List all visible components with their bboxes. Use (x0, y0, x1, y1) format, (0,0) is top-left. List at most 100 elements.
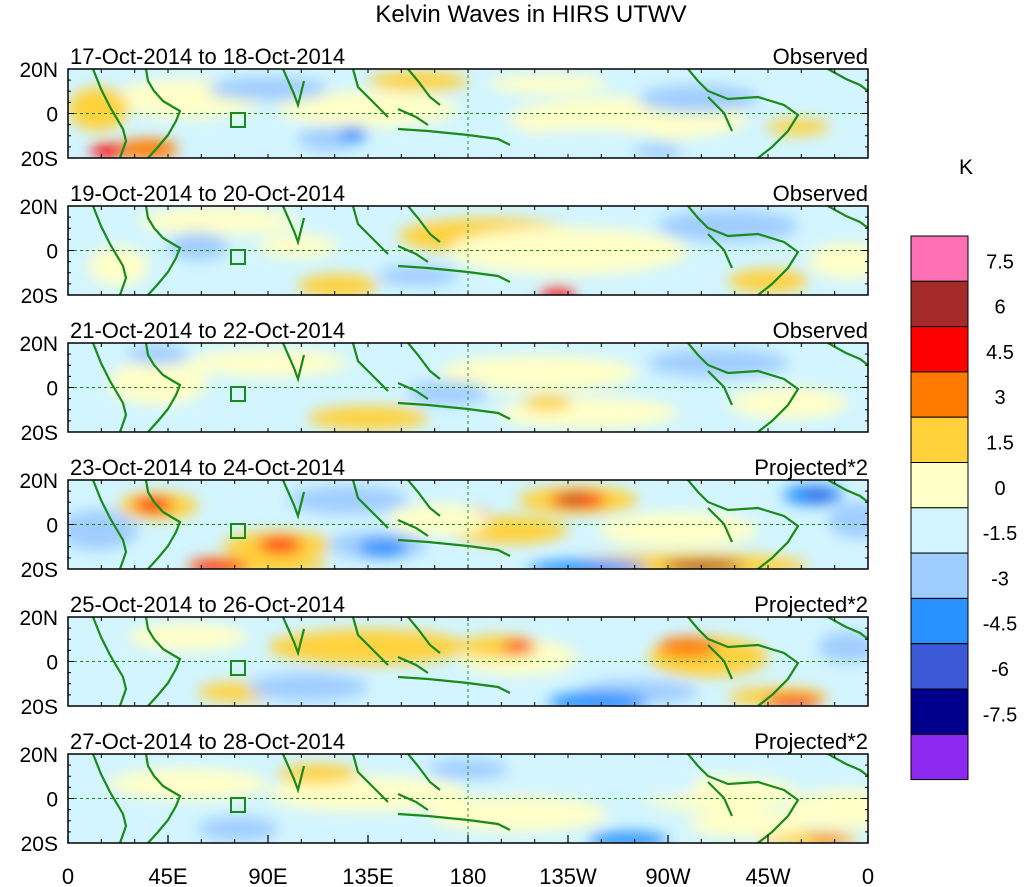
anomaly-contour (108, 361, 208, 405)
anomaly-contour (198, 817, 278, 841)
lon-tick-label: 135E (342, 864, 393, 887)
anomaly-contour (808, 243, 868, 279)
lat-tick-label: 20S (21, 559, 58, 582)
panel-date-range: 17-Oct-2014 to 18-Oct-2014 (70, 44, 345, 69)
coastlines (91, 206, 868, 295)
colorbar-tick-label: 7.5 (986, 251, 1014, 273)
lat-tick-label: 20S (21, 696, 58, 719)
longitude-axis: 0 45E 90E 135E 180 135W 90W 45W 0 (62, 835, 874, 887)
panel-date-range: 23-Oct-2014 to 24-Oct-2014 (70, 455, 345, 480)
map-panel: 23-Oct-2014 to 24-Oct-2014 Projected*2 20N… (19, 455, 869, 582)
anomaly-contour (88, 246, 148, 286)
anomaly-contour (388, 504, 488, 536)
panel-mode-label: Observed (773, 318, 868, 343)
coastlines (91, 480, 868, 569)
colorbar-unit: K (959, 156, 973, 179)
anomaly-contour (828, 502, 868, 538)
anomaly-contour (168, 232, 228, 260)
colorbar-swatch (910, 416, 969, 464)
anomaly-contour (298, 274, 378, 295)
colorbar-tick-label: -1.5 (983, 523, 1017, 545)
map-panel: 21-Oct-2014 to 22-Oct-2014 Observed 20N 0 20… (19, 318, 869, 445)
lon-tick-label: 90W (645, 864, 690, 887)
anomaly-contour (278, 764, 358, 784)
anomaly-contour (634, 143, 682, 158)
lon-tick-label: 135W (539, 864, 597, 887)
anomaly-contour (548, 692, 648, 706)
anomaly-contour (658, 637, 718, 657)
colorbar-swatch (910, 643, 969, 690)
lat-tick-label: 20N (19, 333, 58, 356)
anomaly-contour (508, 130, 668, 158)
anomaly-contour (788, 789, 868, 829)
panel-date-range: 25-Oct-2014 to 26-Oct-2014 (70, 592, 345, 617)
lat-tick-label: 20N (19, 607, 58, 630)
anomaly-contour (598, 512, 758, 548)
anomaly-contour (118, 139, 178, 158)
panel-date-range: 21-Oct-2014 to 22-Oct-2014 (70, 318, 345, 343)
lat-tick-label: 20N (19, 470, 58, 493)
coastlines (91, 754, 868, 843)
colorbar-tick-label: -7.5 (983, 704, 1017, 726)
colorbar-tick-label: 1.5 (986, 433, 1014, 455)
colorbar-swatch (910, 552, 969, 599)
lat-tick-label: 20S (21, 833, 58, 856)
map-panel: 17-Oct-2014 to 18-Oct-2014 Observed 20N 0 20… (19, 44, 869, 171)
lon-tick-label: 180 (450, 864, 487, 887)
anomaly-contour (288, 486, 408, 514)
map-panel: 19-Oct-2014 to 20-Oct-2014 Observed 20N 0 20… (19, 181, 869, 308)
lon-tick-label: 45W (745, 864, 790, 887)
anomaly-contour (128, 623, 248, 651)
anomaly-contour (766, 119, 830, 135)
anomaly-contour (258, 537, 302, 553)
colorbar: 7.5 6 4.5 3 1.5 0 -1.5 -3 -4.5 -6 -7.5 (910, 235, 1017, 781)
anomaly-contour (188, 349, 348, 377)
panel-mode-label: Projected*2 (754, 592, 868, 617)
anomaly-contour (448, 227, 688, 275)
anomaly-contour (358, 539, 408, 557)
panel-date-range: 19-Oct-2014 to 20-Oct-2014 (70, 181, 345, 206)
anomaly-contour (488, 74, 608, 94)
lat-tick-label: 0 (46, 104, 58, 127)
panel-mode-label: Observed (773, 44, 868, 69)
colorbar-tick-label: -3 (991, 568, 1009, 590)
anomaly-contour (528, 560, 648, 569)
anomaly-contour (763, 695, 823, 706)
colorbar-swatch (910, 280, 969, 328)
coastlines (91, 617, 868, 706)
anomaly-contour (638, 85, 758, 113)
anomaly-contour (133, 497, 173, 513)
anomaly-contour (728, 269, 808, 293)
coastlines (91, 343, 868, 432)
anomaly-contour (128, 345, 188, 365)
anomaly-contour (208, 77, 328, 101)
panel-mode-label: Projected*2 (754, 455, 868, 480)
anomaly-contour (808, 835, 848, 843)
colorbar-tick-label: 6 (994, 297, 1005, 319)
map-panel: 25-Oct-2014 to 26-Oct-2014 Projected*2 20N… (19, 592, 869, 719)
colorbar-swatch (910, 462, 969, 509)
colorbar-swatch (910, 597, 969, 645)
anomaly-contour (688, 810, 808, 838)
anomaly-contour (540, 287, 576, 295)
anomaly-contour (68, 87, 128, 131)
colorbar-tick-label: 0 (994, 478, 1005, 500)
anomaly-contour (339, 126, 367, 142)
lat-tick-label: 20S (21, 422, 58, 445)
lat-tick-label: 0 (46, 378, 58, 401)
anomaly-contour (188, 559, 248, 569)
anomaly-contour (658, 210, 798, 242)
colorbar-tick-label: 4.5 (986, 342, 1014, 364)
anomaly-contour (68, 510, 138, 550)
anomaly-contour (502, 641, 534, 653)
colorbar-swatch (910, 733, 969, 781)
anomaly-contour (598, 770, 698, 798)
colorbar-tick-label: 3 (994, 387, 1005, 409)
lat-tick-label: 0 (46, 789, 58, 812)
lat-tick-label: 0 (46, 652, 58, 675)
lon-tick-label: 0 (862, 864, 874, 887)
anomaly-contour (818, 632, 868, 662)
lon-tick-label: 90E (248, 864, 287, 887)
anomaly-contour (428, 796, 608, 832)
